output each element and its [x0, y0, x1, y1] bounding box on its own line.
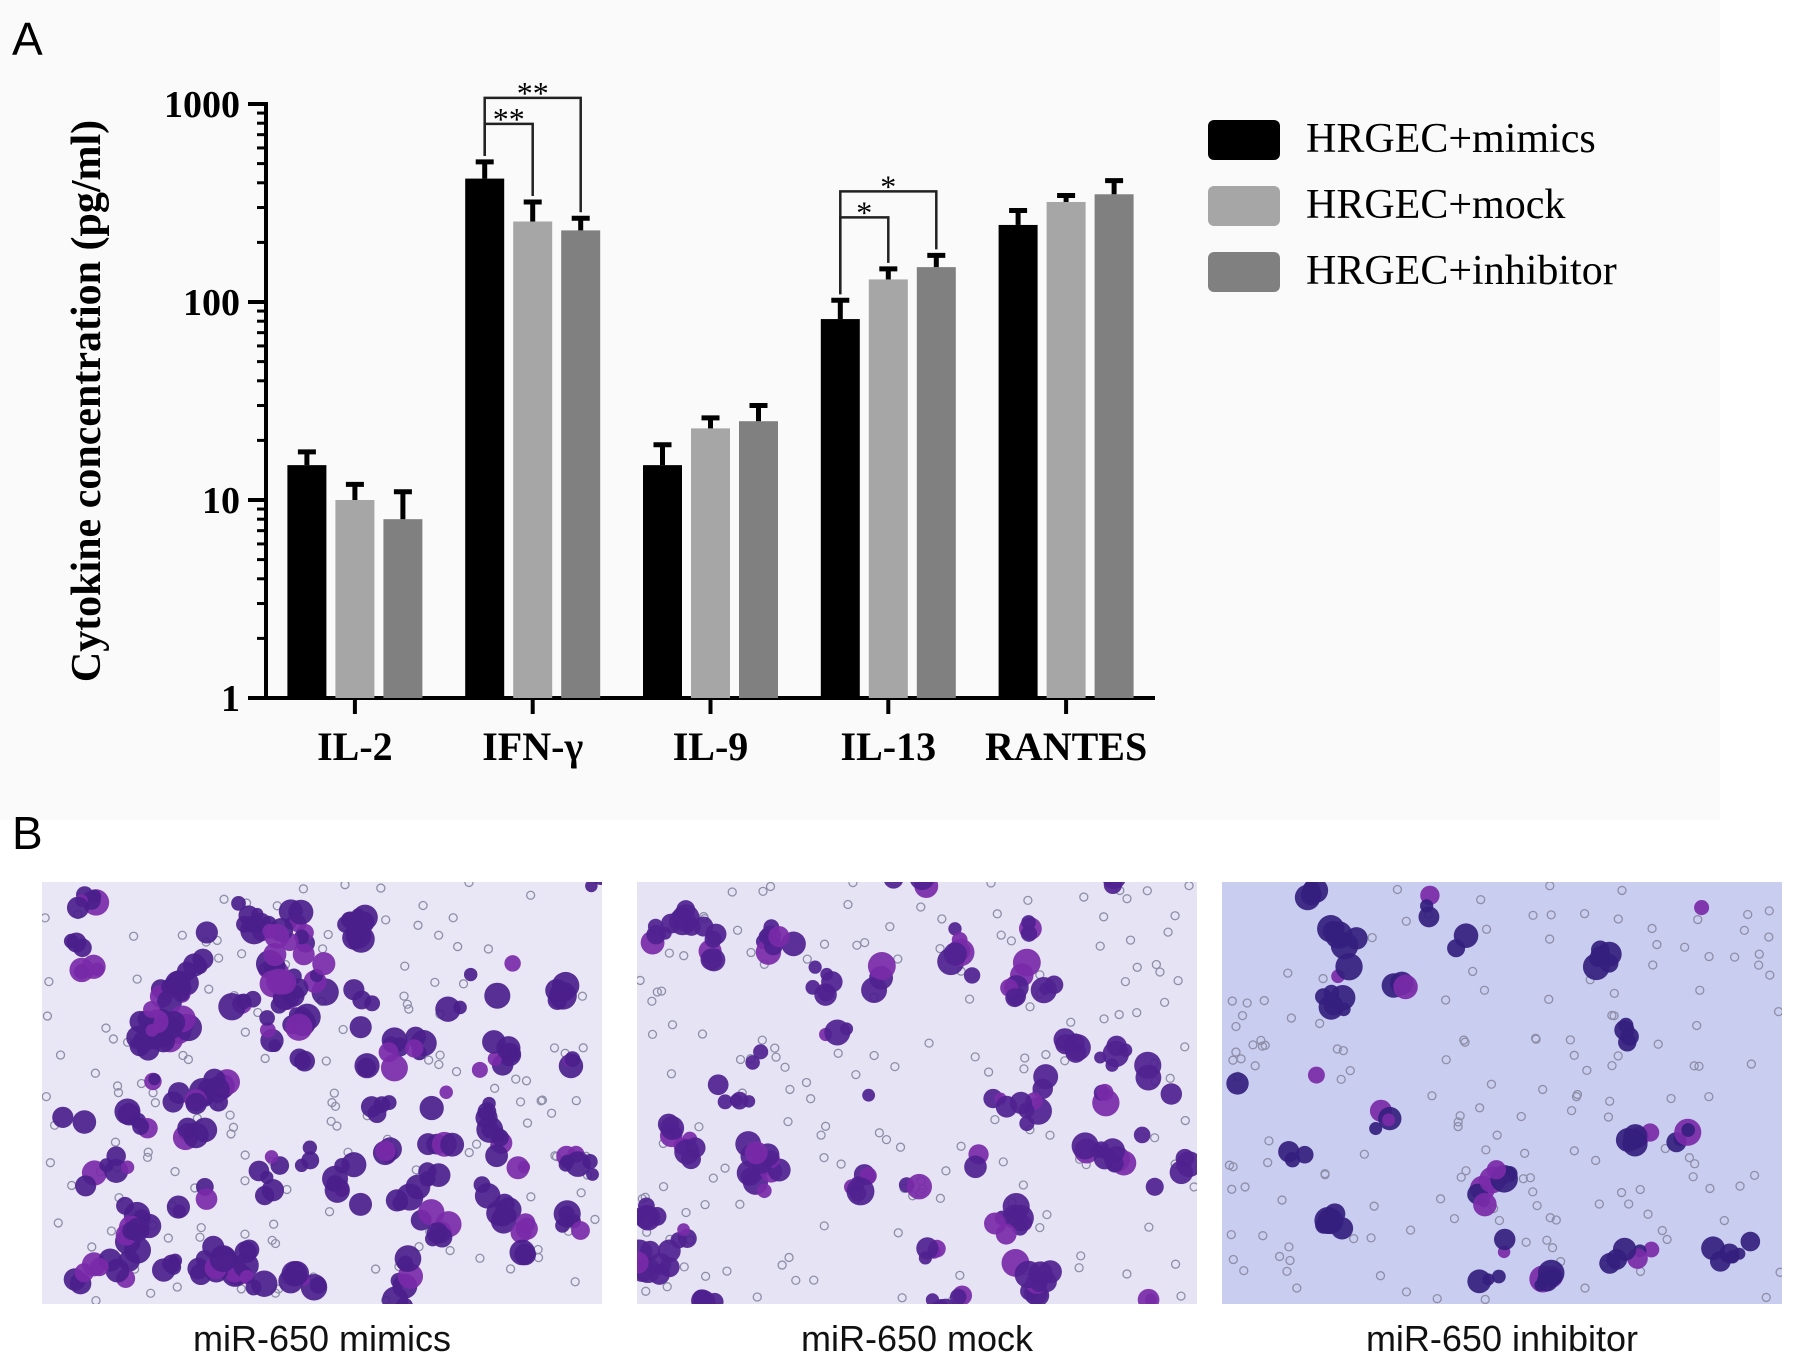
- x-tick-label: IFN-γ: [482, 724, 583, 769]
- x-tick-label: IL-2: [317, 724, 393, 769]
- bar: [335, 500, 375, 698]
- micrograph-mock: [637, 882, 1197, 1304]
- x-tick-label: IL-13: [841, 724, 937, 769]
- legend-swatch: [1208, 186, 1280, 226]
- bar: [383, 519, 423, 698]
- legend-label: HRGEC+mimics: [1306, 116, 1596, 162]
- stained-cells: [52, 882, 602, 1304]
- significance-bracket: [839, 190, 938, 295]
- significance-label: *: [856, 194, 872, 230]
- bar: [643, 465, 682, 698]
- caption-mimics: miR-650 mimics: [192, 1318, 451, 1359]
- panel-a-background: [0, 0, 1720, 820]
- y-tick-label: 100: [183, 282, 240, 324]
- bar: [287, 465, 327, 698]
- x-tick-label: RANTES: [985, 724, 1147, 769]
- legend-swatch: [1208, 120, 1280, 160]
- caption-mock: miR-650 mock: [800, 1318, 1034, 1359]
- stained-cells: [637, 882, 1197, 1304]
- caption-inhibitor: miR-650 inhibitor: [1365, 1318, 1639, 1359]
- micrograph-mimics-image: [42, 882, 602, 1304]
- y-tick-label: 1: [221, 678, 240, 720]
- y-tick-label: 1000: [164, 84, 240, 126]
- panel-label-b: B: [12, 807, 43, 859]
- significance-label: **: [493, 101, 525, 137]
- x-tick-label: IL-9: [673, 724, 749, 769]
- bar: [465, 178, 505, 699]
- bar: [998, 224, 1038, 698]
- bar: [561, 230, 601, 699]
- legend-swatch: [1208, 252, 1280, 292]
- micrograph-inhibitor: [1222, 882, 1782, 1304]
- bar: [691, 428, 730, 698]
- significance-bracket: [483, 96, 582, 213]
- micrograph-mock-image: [637, 882, 1197, 1304]
- cytokine-bar-chart: 1 10 100 1000 Cytokine concentration (pg/ml)…: [64, 75, 1617, 769]
- bar: [1094, 194, 1134, 698]
- significance-label: *: [880, 168, 896, 204]
- y-tick-label: 10: [202, 480, 240, 522]
- panel-label-a: A: [12, 13, 43, 65]
- bar: [820, 319, 860, 698]
- bar: [1046, 201, 1086, 699]
- bar: [739, 421, 778, 698]
- significance-label: **: [517, 75, 549, 111]
- bar: [916, 267, 956, 698]
- bar: [868, 279, 908, 698]
- bar: [513, 221, 553, 698]
- legend-label: HRGEC+mock: [1306, 182, 1565, 228]
- y-axis-label: Cytokine concentration (pg/ml): [64, 120, 110, 682]
- stained-cells: [1226, 882, 1761, 1294]
- micrograph-inhibitor-image: [1222, 882, 1782, 1304]
- micrograph-mimics: [42, 882, 602, 1304]
- legend-label: HRGEC+inhibitor: [1306, 248, 1617, 294]
